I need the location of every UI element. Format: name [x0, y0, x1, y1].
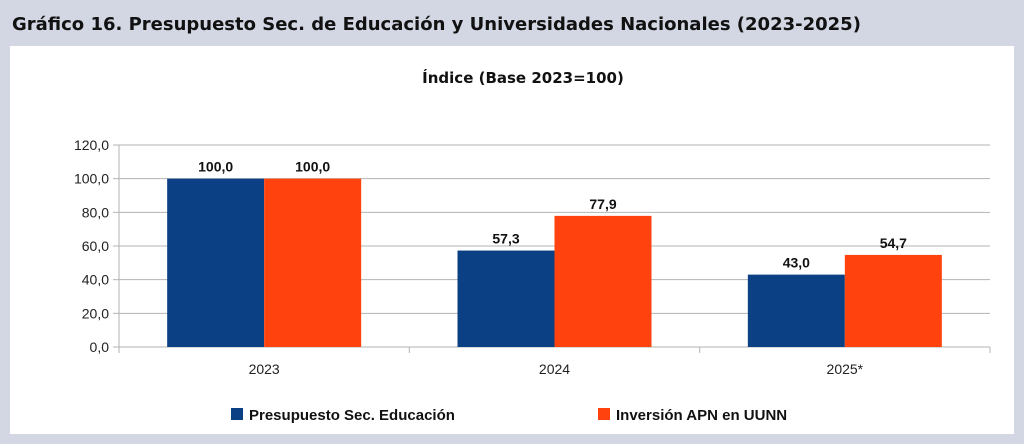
- x-tick-label: 2025*: [827, 361, 864, 377]
- legend-label: Inversión APN en UUNN: [616, 407, 787, 424]
- bar: [167, 178, 265, 347]
- y-tick-label: 80,0: [82, 204, 109, 220]
- bar: [554, 215, 652, 347]
- bar: [747, 274, 845, 347]
- y-tick-label: 0,0: [90, 339, 110, 355]
- y-tick-label: 100,0: [74, 171, 109, 187]
- y-tick-label: 20,0: [82, 305, 109, 321]
- data-label: 57,3: [492, 231, 519, 247]
- y-tick-label: 60,0: [82, 238, 109, 254]
- bar: [844, 254, 942, 347]
- bars: [167, 178, 942, 347]
- x-tick-label: 2024: [539, 361, 570, 377]
- figure-title: Gráfico 16. Presupuesto Sec. de Educació…: [12, 14, 861, 35]
- legend-swatch: [231, 408, 243, 420]
- y-tick-label: 40,0: [82, 272, 109, 288]
- legend-label: Presupuesto Sec. Educación: [249, 407, 455, 424]
- y-tick-label: 120,0: [74, 137, 109, 153]
- x-tick-label: 2023: [249, 361, 280, 377]
- legend-item: Inversión APN en UUNN: [598, 407, 787, 424]
- data-labels: 100,0 100,0 57,3 77,9 43,0 54,7: [198, 159, 907, 271]
- data-label: 100,0: [295, 159, 330, 175]
- data-label: 77,9: [589, 196, 616, 212]
- data-label: 100,0: [198, 159, 233, 175]
- legend: Presupuesto Sec. Educación Inversión APN …: [231, 407, 787, 424]
- data-label: 43,0: [783, 255, 810, 271]
- legend-item: Presupuesto Sec. Educación: [231, 407, 455, 424]
- bar: [264, 178, 362, 347]
- chart-subtitle: Índice (Base 2023=100): [422, 68, 624, 87]
- x-axis-ticks: 2023 2024 2025*: [249, 361, 864, 377]
- data-label: 54,7: [880, 235, 907, 251]
- legend-swatch: [598, 408, 610, 420]
- y-axis-ticks: 0,0 20,0 40,0 60,0 80,0 100,0 120,0: [74, 137, 109, 355]
- bar: [457, 250, 555, 347]
